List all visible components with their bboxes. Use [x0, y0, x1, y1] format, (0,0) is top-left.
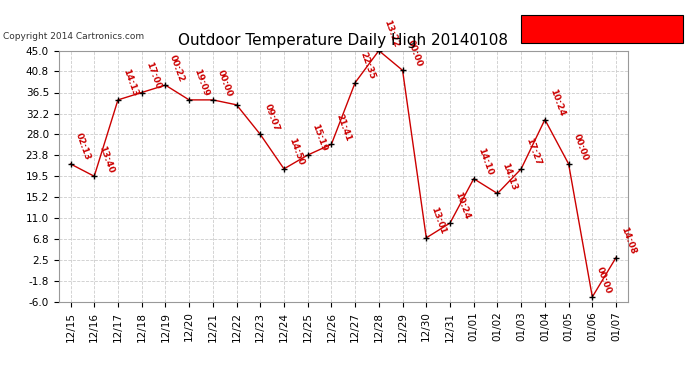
Text: 15:19: 15:19 — [310, 123, 329, 153]
Text: 22:35: 22:35 — [358, 51, 376, 81]
Text: 17:27: 17:27 — [524, 136, 542, 167]
Text: 00:00: 00:00 — [595, 266, 613, 295]
Title: Outdoor Temperature Daily High 20140108: Outdoor Temperature Daily High 20140108 — [178, 33, 509, 48]
Text: 00:22: 00:22 — [168, 53, 186, 83]
Text: 14:13: 14:13 — [500, 161, 519, 192]
Text: 14:50: 14:50 — [287, 137, 305, 167]
Text: 10:24: 10:24 — [548, 88, 566, 118]
Text: Copyright 2014 Cartronics.com: Copyright 2014 Cartronics.com — [3, 32, 145, 41]
Text: 09:07: 09:07 — [263, 102, 282, 132]
Text: 14:10: 14:10 — [477, 147, 495, 177]
Text: 00:00: 00:00 — [571, 132, 589, 162]
Text: 21:41: 21:41 — [334, 112, 353, 142]
Text: 02:13: 02:13 — [73, 132, 92, 162]
Text: 00:00: 00:00 — [216, 68, 234, 98]
Text: 14:08: 14:08 — [619, 226, 637, 256]
Text: 10:24: 10:24 — [453, 191, 471, 221]
Text: 00:00: 00:00 — [406, 39, 424, 68]
Text: Temperature (°F): Temperature (°F) — [551, 24, 653, 34]
Text: 13:40: 13:40 — [97, 144, 115, 174]
Text: 13:01: 13:01 — [429, 206, 447, 236]
Text: 14:13: 14:13 — [121, 68, 139, 98]
Text: 13:22: 13:22 — [382, 19, 400, 49]
Text: 17:00: 17:00 — [144, 61, 163, 90]
Text: 19:09: 19:09 — [192, 68, 210, 98]
